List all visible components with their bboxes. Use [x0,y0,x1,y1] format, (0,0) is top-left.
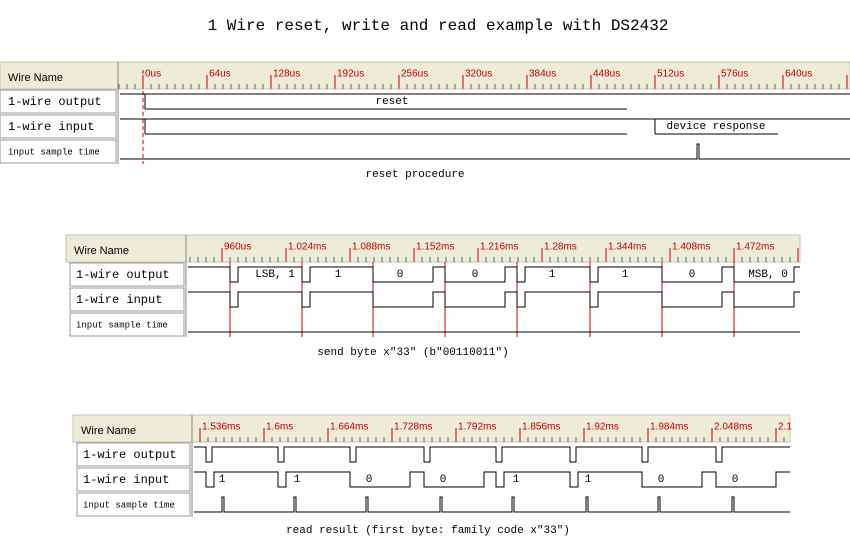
time-label: 960us [224,242,251,253]
input-value: 0 [366,474,373,486]
time-label: 1.344ms [608,242,646,253]
bus-value [654,118,778,135]
output-value: 0 [472,269,479,281]
time-label: 192us [337,69,364,80]
output-value: 0 [689,269,696,281]
time-label: 384us [529,69,556,80]
signal-name-cell [0,139,117,164]
time-label: 1.6ms [266,422,293,433]
signal-name: input sample time [8,147,100,157]
signal-name-cell [0,89,117,114]
time-label: 1.856ms [522,422,560,433]
input-value: 1 [219,474,226,486]
time-label: 2.048ms [714,422,752,433]
signal-name-cell [0,114,117,139]
output-value: 0 [397,269,404,281]
input-value: 0 [658,474,665,486]
wave-output [194,446,790,463]
input-value: 1 [585,474,592,486]
signal-name-cell [69,262,185,287]
time-label: 576us [721,69,748,80]
time-label: 1.216ms [480,242,518,253]
time-label: 448us [593,69,620,80]
output-value: 1 [335,269,342,281]
page-title: 1 Wire reset, write and read example wit… [208,17,669,35]
signal-name: 1-wire input [8,120,94,134]
output-value: 1 [549,269,556,281]
caption: reset procedure [365,169,464,181]
signal-name: 1-wire output [8,95,102,109]
time-label: 1.664ms [330,422,368,433]
caption: read result (first byte: family code x"3… [286,525,570,537]
time-label: 64us [209,69,231,80]
output-value: LSB, 1 [255,269,295,281]
output-value: MSB, 0 [748,269,788,281]
time-label: 128us [273,69,300,80]
signal-name: 1-wire output [76,268,170,282]
input-value: 0 [732,474,739,486]
time-label: 320us [465,69,492,80]
signal-name-cell [69,287,185,312]
signal-name: input sample time [83,500,175,510]
time-label: 0us [145,69,161,80]
time-label: 1.536ms [202,422,240,433]
time-label: 256us [401,69,428,80]
input-value: device response [666,121,765,133]
output-value: reset [375,96,408,108]
output-value: 1 [622,269,629,281]
input-value: 1 [513,474,520,486]
time-label: 1.408ms [672,242,710,253]
time-label: 1.024ms [288,242,326,253]
time-label: 1.792ms [458,422,496,433]
time-label: 2.1 [778,422,792,433]
bus-value [144,93,627,110]
time-label: 1.28ms [544,242,577,253]
signal-name-cell [69,312,185,337]
input-value: 0 [440,474,447,486]
signal-name-cell [76,492,191,517]
header-label: Wire Name [8,72,63,84]
signal-name: 1-wire input [76,293,162,307]
signal-name: 1-wire input [83,473,169,487]
wave-input [194,471,790,488]
header-label: Wire Name [81,425,136,437]
header-label: Wire Name [74,245,129,257]
signal-name: input sample time [76,320,168,330]
time-label: 1.92ms [586,422,619,433]
time-label: 1.728ms [394,422,432,433]
header-bar [0,61,850,90]
time-label: 1.152ms [416,242,454,253]
time-label: 512us [657,69,684,80]
wave-sample [194,496,790,513]
signal-name: 1-wire output [83,448,177,462]
caption: send byte x"33" (b"00110011") [317,347,508,359]
wave-input [188,291,800,308]
bus-value [144,118,627,135]
signal-name-cell [76,442,191,467]
time-label: 1.984ms [650,422,688,433]
input-value: 1 [294,474,301,486]
time-label: 640us [785,69,812,80]
signal-name-cell [76,467,191,492]
time-label: 1.472ms [736,242,774,253]
wave-output [188,266,800,283]
time-label: 1.088ms [352,242,390,253]
wave-sample [120,143,850,160]
